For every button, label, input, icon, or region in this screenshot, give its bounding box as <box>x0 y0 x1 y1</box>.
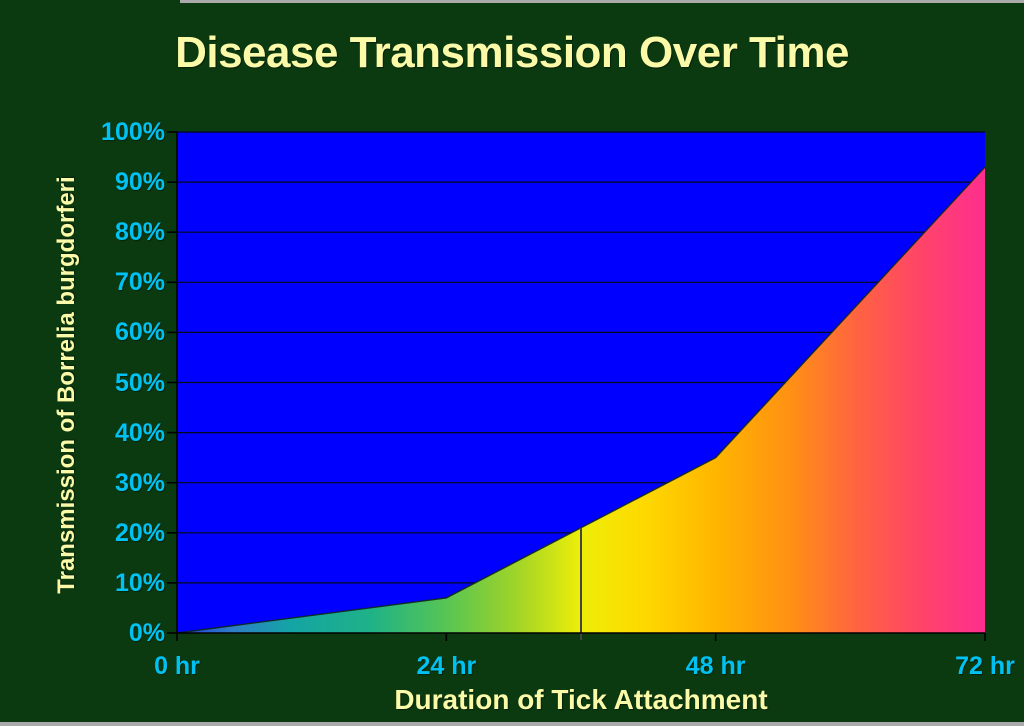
y-tick-label: 40% <box>114 418 165 447</box>
y-tick-label: 100% <box>101 118 165 146</box>
x-axis-title: Duration of Tick Attachment <box>394 684 768 715</box>
x-tick-label: 72 hr <box>955 652 1015 680</box>
y-tick-label: 30% <box>114 468 165 497</box>
y-tick-label: 50% <box>114 368 165 397</box>
y-tick-label: 20% <box>114 518 165 547</box>
x-tick-label: 24 hr <box>416 652 477 680</box>
x-tick-label: 48 hr <box>685 652 746 680</box>
y-tick-label: 60% <box>114 318 165 347</box>
y-tick-label: 70% <box>114 268 165 297</box>
area-series <box>177 167 985 633</box>
bottom-border <box>0 722 1024 726</box>
y-tick-label: 0% <box>128 619 165 647</box>
x-tick-label: 0 hr <box>154 652 200 680</box>
y-tick-label: 90% <box>114 168 165 197</box>
chart-title: Disease Transmission Over Time <box>175 28 849 77</box>
top-border <box>180 0 1024 3</box>
y-tick-label: 80% <box>114 218 165 247</box>
y-tick-label: 10% <box>114 568 165 597</box>
